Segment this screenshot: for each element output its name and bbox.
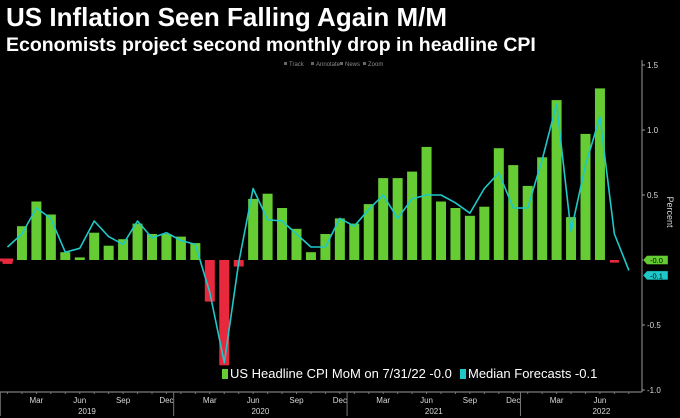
year-label: 2022 bbox=[592, 407, 610, 416]
year-label: 2021 bbox=[425, 407, 443, 416]
bar bbox=[60, 252, 71, 260]
bar bbox=[508, 165, 519, 260]
bar bbox=[522, 185, 533, 260]
bar bbox=[305, 252, 316, 260]
bar bbox=[421, 146, 432, 260]
bar bbox=[436, 201, 446, 260]
bar bbox=[262, 193, 273, 260]
zero-marker bbox=[0, 258, 13, 262]
chart-title: US Inflation Seen Falling Again M/M bbox=[6, 2, 448, 32]
toolbar-zoom-label: Zoom bbox=[368, 62, 383, 68]
bar-series bbox=[2, 88, 619, 366]
end-tag bbox=[642, 255, 669, 265]
x-tick-label: Sep bbox=[116, 396, 131, 405]
bar bbox=[594, 88, 605, 261]
toolbar-news-label: News bbox=[345, 62, 360, 68]
y-axis-label: Percent bbox=[665, 196, 675, 228]
toolbar-annotate-icon bbox=[311, 62, 314, 65]
toolbar-zoom-icon bbox=[363, 62, 366, 65]
ticks: 1.5 1.0 0.5 -0.5 -1.0 Percent Mar Jun Sep Dec Mar J… bbox=[0, 61, 675, 416]
x-tick-label: Dec bbox=[506, 396, 520, 405]
legend-label-bar: US Headline CPI MoM on 7/31/22 -0.0 bbox=[230, 366, 452, 381]
end-tag-label: -0.0 bbox=[650, 256, 663, 265]
x-tick-label: Jun bbox=[420, 396, 433, 405]
bar bbox=[450, 208, 461, 260]
bar bbox=[132, 223, 143, 260]
bar bbox=[16, 226, 27, 260]
bar bbox=[334, 218, 345, 260]
bar bbox=[464, 215, 475, 260]
bar bbox=[161, 234, 172, 260]
bar bbox=[31, 201, 42, 260]
bar bbox=[219, 260, 230, 366]
year-label: 2020 bbox=[251, 407, 269, 416]
toolbar-annotate-label: Annotate bbox=[316, 62, 341, 68]
toolbar-track-label: Track bbox=[289, 62, 305, 68]
chart-toolbar: Track Annotate News Zoom bbox=[284, 62, 383, 68]
bar bbox=[118, 239, 129, 260]
bar bbox=[609, 260, 619, 263]
x-tick-label: Mar bbox=[30, 396, 44, 405]
end-tags: -0.0 -0.1 bbox=[0, 255, 669, 281]
y-tick-label: 1.0 bbox=[647, 126, 659, 135]
bar bbox=[378, 178, 389, 260]
x-tick-label: Dec bbox=[159, 396, 173, 405]
bar bbox=[103, 245, 114, 260]
forecast-series bbox=[6, 103, 630, 364]
bar bbox=[407, 171, 418, 260]
toolbar-news-icon bbox=[340, 62, 343, 65]
bar bbox=[45, 214, 56, 260]
legend-swatch-bar bbox=[222, 369, 228, 379]
bar bbox=[566, 217, 577, 260]
x-tick-label: Dec bbox=[333, 396, 347, 405]
bar bbox=[479, 206, 490, 260]
bar bbox=[204, 260, 215, 302]
end-tag-label: -0.1 bbox=[650, 271, 663, 280]
legend-swatch-line bbox=[460, 369, 466, 379]
x-tick-label: Mar bbox=[376, 396, 390, 405]
bar bbox=[277, 208, 288, 260]
y-tick-label: 1.5 bbox=[647, 61, 659, 70]
end-tag bbox=[642, 270, 669, 281]
x-tick-label: Sep bbox=[463, 396, 478, 405]
x-tick-label: Jun bbox=[593, 396, 606, 405]
forecast-line bbox=[6, 103, 630, 364]
toolbar-track-icon bbox=[284, 62, 287, 65]
bar bbox=[363, 204, 374, 260]
x-tick-label: Mar bbox=[203, 396, 217, 405]
x-tick-label: Jun bbox=[73, 396, 86, 405]
chart-subtitle: Economists project second monthly drop i… bbox=[6, 34, 536, 56]
bar bbox=[493, 148, 504, 260]
x-tick-label: Jun bbox=[247, 396, 260, 405]
bar bbox=[349, 223, 360, 260]
bar bbox=[291, 228, 302, 260]
y-tick-label: -1.0 bbox=[647, 386, 661, 395]
legend-label-line: Median Forecasts -0.1 bbox=[468, 366, 597, 381]
axes bbox=[0, 60, 643, 393]
bar bbox=[580, 133, 591, 260]
bar bbox=[190, 243, 201, 260]
year-label: 2019 bbox=[78, 407, 96, 416]
bar bbox=[74, 257, 85, 260]
bar bbox=[551, 100, 562, 260]
y-tick-label: -0.5 bbox=[647, 321, 661, 330]
bar bbox=[89, 232, 100, 260]
x-tick-label: Mar bbox=[550, 396, 564, 405]
y-tick-label: 0.5 bbox=[647, 191, 659, 200]
bar bbox=[175, 236, 186, 260]
x-tick-label: Sep bbox=[289, 396, 304, 405]
bar bbox=[537, 157, 548, 260]
legend: US Headline CPI MoM on 7/31/22 -0.0 Media… bbox=[222, 366, 597, 381]
bar bbox=[147, 234, 157, 260]
bar bbox=[2, 260, 13, 264]
bar bbox=[248, 198, 259, 260]
